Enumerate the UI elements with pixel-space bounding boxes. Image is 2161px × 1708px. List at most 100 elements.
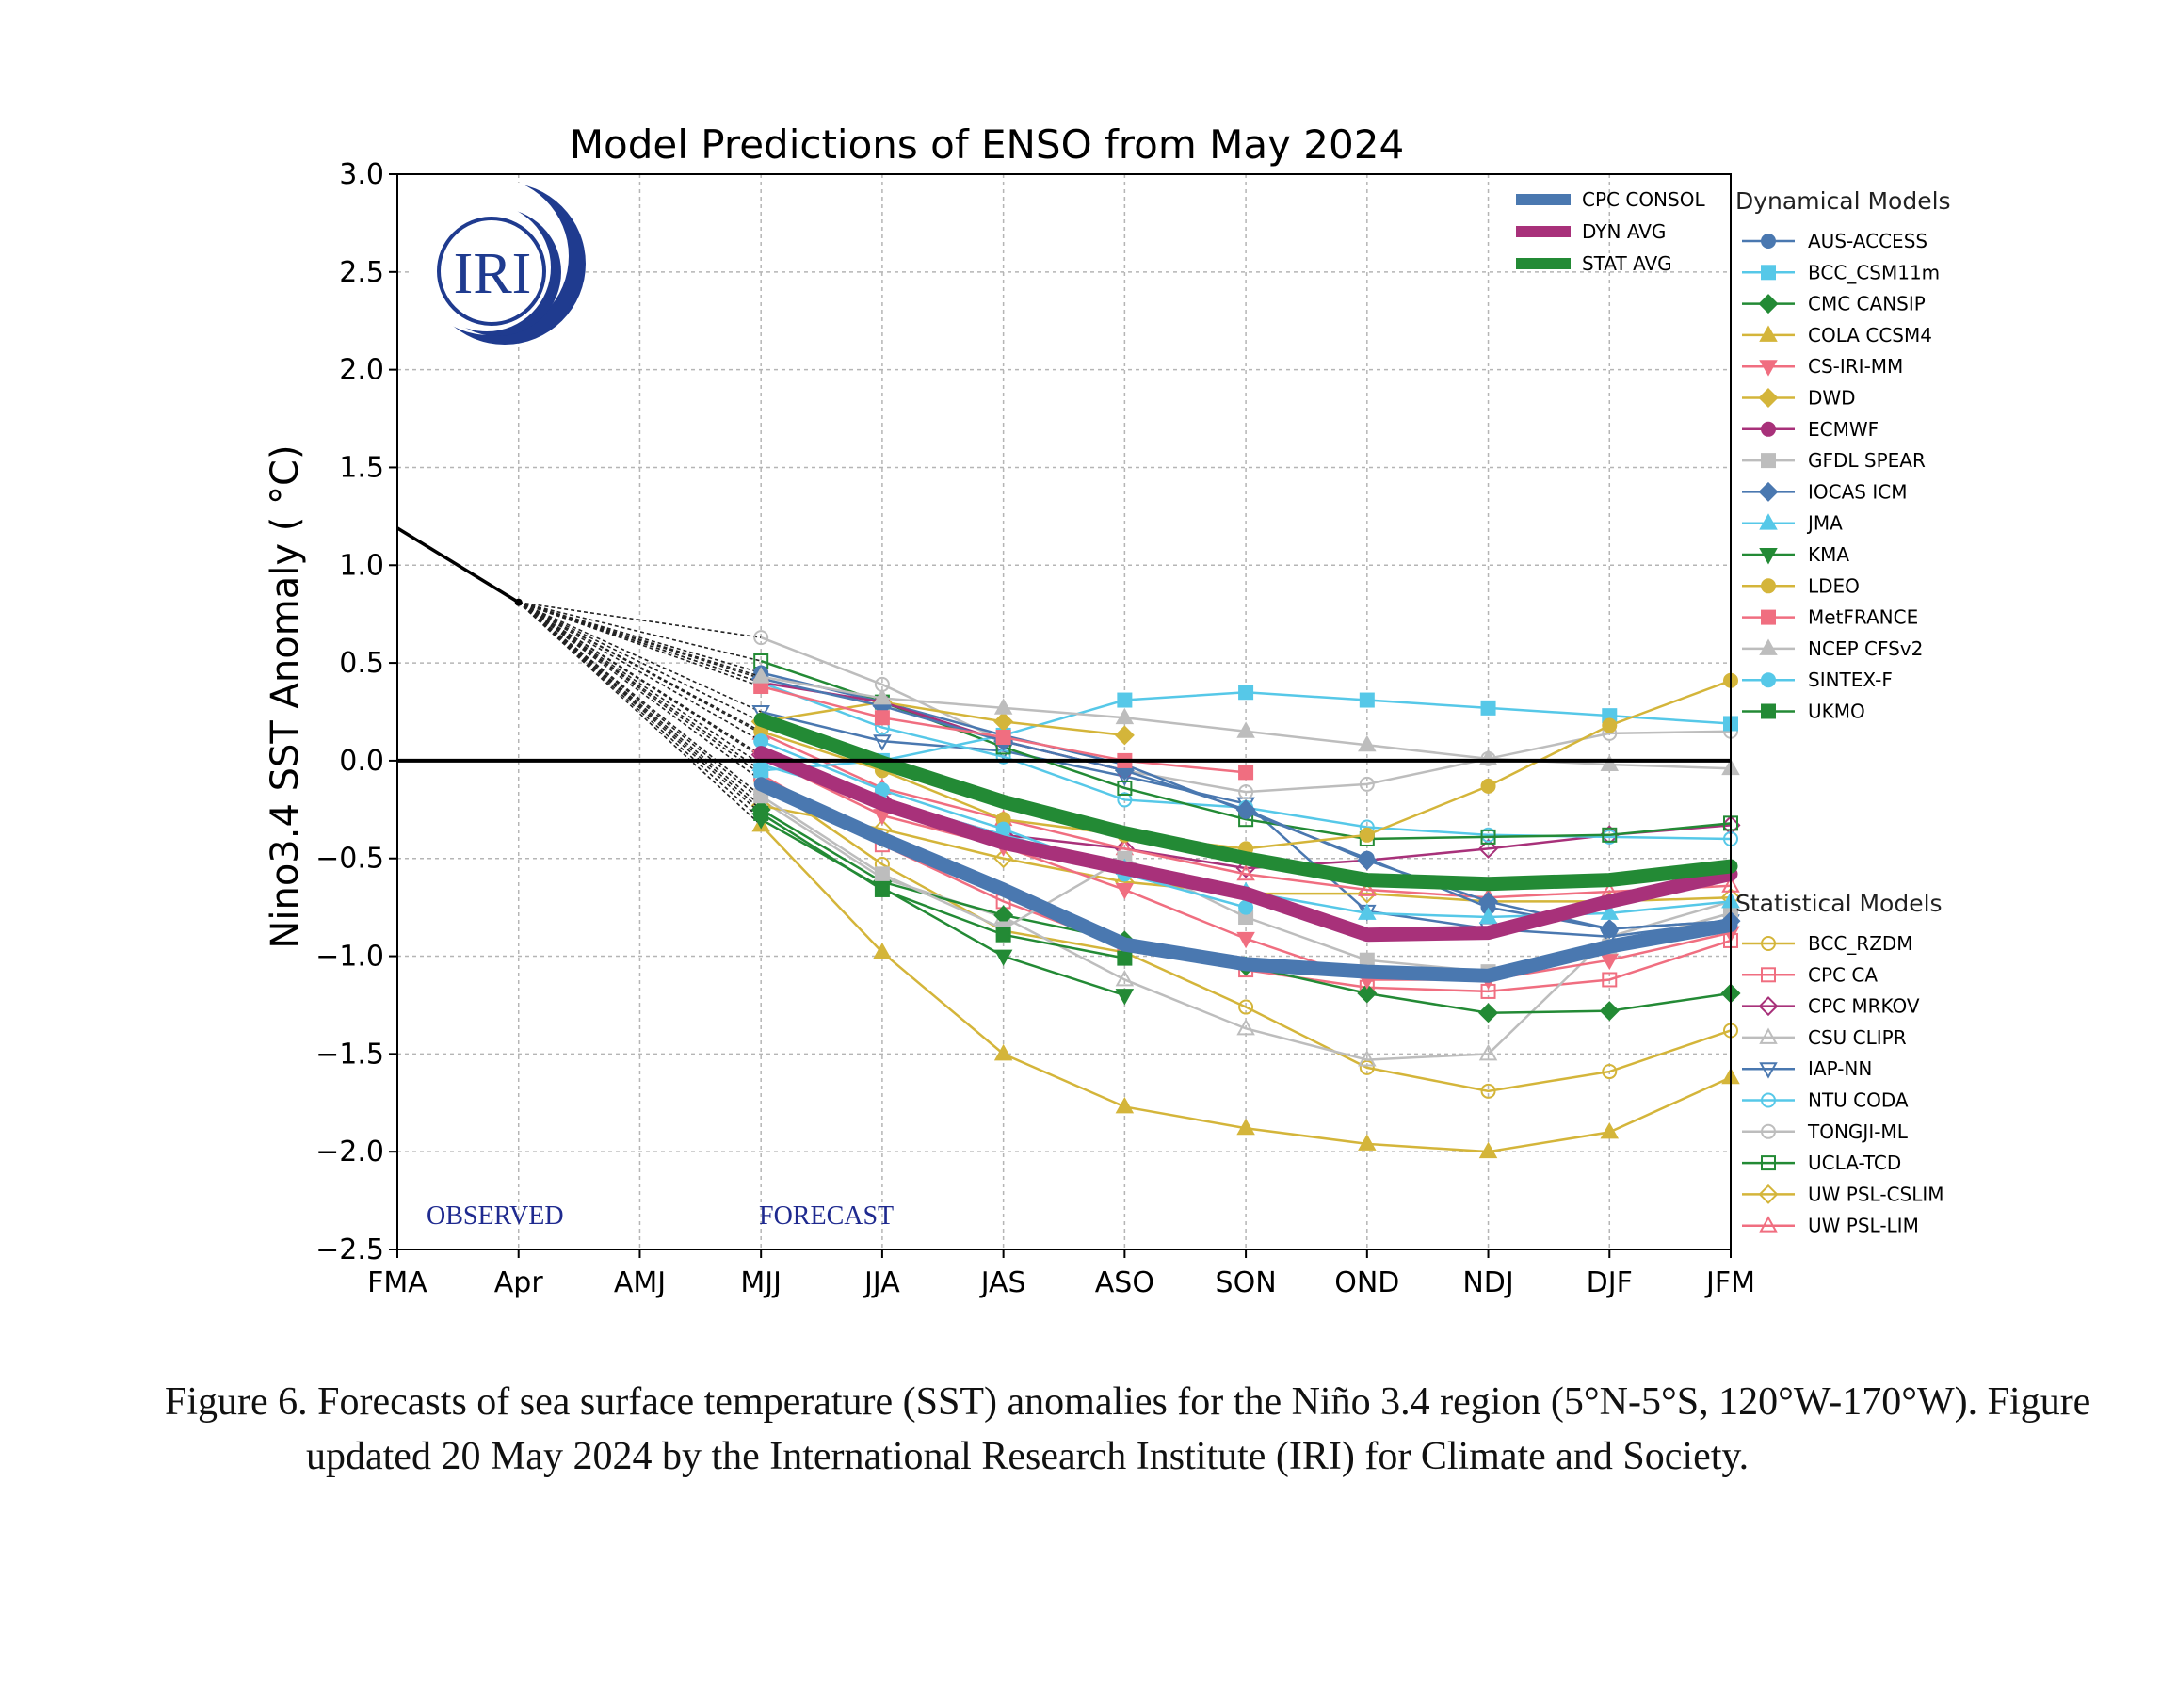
data-point: [1600, 1121, 1620, 1139]
data-point: [1358, 903, 1377, 920]
data-point: [1115, 1096, 1135, 1114]
data-point: [1478, 1003, 1499, 1023]
data-point: [1238, 999, 1254, 1015]
legend-label: UW PSL-CSLIM: [1808, 1183, 1944, 1205]
legend-marker: [1759, 513, 1778, 530]
figure-caption: Figure 6. Forecasts of sea surface tempe…: [165, 1380, 2091, 1478]
data-point: [874, 881, 890, 897]
forecast-series: [396, 526, 1741, 1159]
legend-label: CSU CLIPR: [1808, 1026, 1907, 1049]
legend-entry-uw-psl-lim: UW PSL-LIM: [1742, 1215, 1919, 1237]
chart-text: Model Predictions of ENSO from May 2024 …: [264, 121, 1404, 1231]
plot-border: [396, 173, 1732, 1250]
legend-entry-uw-psl-cslim: UW PSL-CSLIM: [1742, 1183, 1944, 1205]
legend-marker: [1758, 996, 1779, 1017]
legend-title: Dynamical Models: [1735, 187, 1951, 215]
data-point: [1235, 799, 1256, 820]
data-point: [751, 667, 770, 684]
legend-marker: [1759, 325, 1778, 342]
connector-line: [518, 601, 762, 687]
legend-marker: [1761, 936, 1776, 951]
legend-label: LDEO: [1808, 574, 1860, 597]
data-point: [1115, 707, 1135, 725]
data-point: [1480, 1083, 1496, 1099]
legend-entry-ukmo: UKMO: [1742, 701, 1865, 723]
data-point: [1599, 918, 1620, 939]
series-line: [760, 798, 1732, 1061]
connector-line: [518, 602, 762, 765]
legend-label: ECMWF: [1808, 418, 1879, 441]
legend-marker: [1759, 1216, 1778, 1233]
data-point: [1600, 953, 1620, 971]
average-stat-avg: [753, 712, 1738, 892]
data-point: [1478, 1043, 1498, 1061]
data-point: [1600, 754, 1620, 772]
data-point: [993, 1043, 1013, 1061]
data-point: [1359, 827, 1375, 843]
legend-entry-bcc-rzdm: BCC_RZDM: [1742, 932, 1913, 955]
legend-marker: [1761, 1123, 1776, 1139]
data-point: [1238, 685, 1254, 701]
legend-entry-cs-iri-mm: CS-IRI-MM: [1742, 355, 1903, 378]
x-tick-label: JJA: [863, 1266, 900, 1299]
data-point: [1117, 950, 1133, 966]
data-point: [1115, 989, 1135, 1006]
data-point: [751, 705, 770, 722]
y-tick-label: 2.5: [339, 256, 384, 289]
y-tick-label: −0.5: [315, 843, 384, 876]
legend-label: IAP-NN: [1808, 1057, 1872, 1080]
data-point: [1357, 983, 1378, 1004]
legend-entry-iap-nn: IAP-NN: [1742, 1057, 1872, 1080]
data-point: [1602, 972, 1618, 988]
data-point: [1117, 692, 1133, 708]
legend-label: CS-IRI-MM: [1808, 355, 1903, 378]
data-point: [751, 754, 770, 772]
legend-marker: [1761, 265, 1776, 281]
y-tick-label: 0.5: [339, 647, 384, 680]
data-point: [1359, 1059, 1375, 1075]
connector-line: [518, 602, 762, 814]
connector-line: [518, 602, 762, 742]
data-point: [1115, 882, 1135, 900]
legend-label: AUS-ACCESS: [1808, 230, 1927, 252]
legend-marker: [1759, 1027, 1778, 1044]
observed-point: [514, 598, 523, 606]
data-point: [1599, 1001, 1620, 1022]
legend-label: STAT AVG: [1582, 252, 1672, 275]
x-tick-label: NDJ: [1462, 1266, 1513, 1299]
legend-marker: [1761, 967, 1776, 983]
series-line: [760, 818, 1125, 997]
connector-line: [518, 601, 762, 638]
connector-line: [518, 602, 762, 723]
series-line: [760, 701, 1125, 737]
x-tick-label: AMJ: [614, 1266, 666, 1299]
legend-label: NCEP CFSv2: [1808, 637, 1923, 660]
legend-marker: [1761, 609, 1776, 625]
legend-label: JMA: [1806, 512, 1843, 535]
average-line: [753, 746, 1738, 943]
data-point: [1238, 784, 1254, 800]
legend-marker: [1761, 672, 1776, 688]
data-point: [1238, 765, 1254, 781]
observed-series: [396, 526, 523, 606]
x-tick-label: ASO: [1095, 1266, 1154, 1299]
x-tick-label: JFM: [1704, 1266, 1755, 1299]
data-point: [1480, 829, 1496, 845]
legend-label: IOCAS ICM: [1808, 480, 1907, 503]
y-tick-label: −1.5: [315, 1038, 384, 1071]
y-tick-label: 1.0: [339, 549, 384, 582]
legend-marker: [1759, 360, 1778, 377]
legend-entry-dwd: DWD: [1742, 387, 1856, 410]
x-tick-label: Apr: [494, 1266, 544, 1299]
connector-line: [518, 602, 762, 781]
legend-marker: [1758, 387, 1779, 409]
legend-label: GFDL SPEAR: [1808, 449, 1926, 472]
plot-frame: FMA Apr AMJ MJJ JJA JAS ASO SON OND NDJ DJF JFM 3.0 2…: [315, 158, 1755, 1299]
data-point: [1358, 1050, 1377, 1067]
data-point: [1359, 776, 1375, 792]
legend-entry-jma: JMA: [1742, 512, 1843, 535]
legend-marker: [1759, 638, 1778, 655]
data-point: [1117, 780, 1133, 796]
data-point: [1358, 879, 1377, 896]
